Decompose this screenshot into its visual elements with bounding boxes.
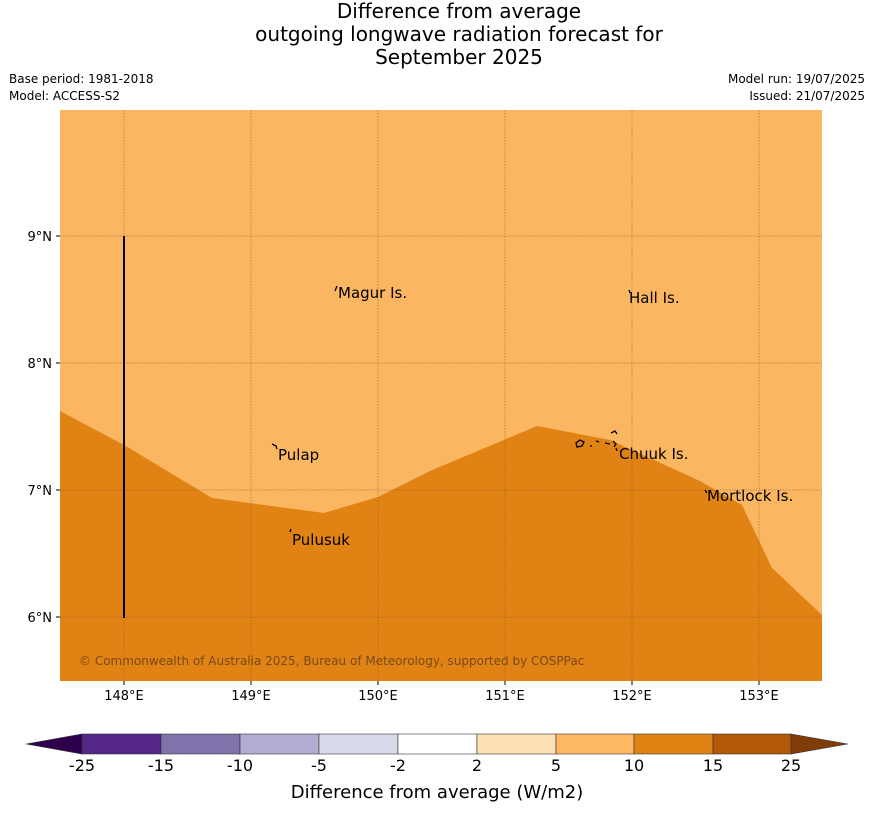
title-line-1: Difference from average <box>336 0 582 23</box>
island-pulap <box>271 443 278 450</box>
colorbar-tick-8: 10 <box>624 756 644 775</box>
info-left: Base period: 1981-2018 Model: ACCESS-S2 <box>9 71 154 105</box>
copyright-notice: © Commonwealth of Australia 2025, Bureau… <box>79 654 584 668</box>
island-outlines <box>271 285 708 533</box>
model-name: Model: ACCESS-S2 <box>9 89 121 103</box>
info-right: Model run: 19/07/2025 Issued: 21/07/2025 <box>728 71 865 105</box>
colorbar-tick-7: 5 <box>551 756 561 775</box>
lon-label-150: 150°E <box>358 689 398 704</box>
colorbar-swatch-1 <box>81 733 162 755</box>
base-period: Base period: 1981-2018 <box>9 72 154 86</box>
label-mortlock: Mortlock Is. <box>707 487 793 505</box>
island-magur <box>334 285 338 292</box>
map-panel: Magur Is. Hall Is. Pulap Chuuk Is. Mortl… <box>60 110 822 681</box>
axis-ticks <box>56 235 760 685</box>
label-hall: Hall Is. <box>629 289 680 307</box>
colorbar-swatch-9 <box>712 733 792 755</box>
colorbar <box>25 733 849 755</box>
colorbar-swatch-4 <box>318 733 399 755</box>
colorbar-tick-2: -15 <box>148 756 174 775</box>
colorbar-tick-10: 25 <box>781 756 801 775</box>
colorbar-tick-3: -10 <box>227 756 253 775</box>
lon-label-149: 149°E <box>231 689 271 704</box>
issued-date: Issued: 21/07/2025 <box>749 89 865 103</box>
lon-label-148: 148°E <box>104 689 144 704</box>
colorbar-extend-high <box>790 733 849 755</box>
title-line-2: outgoing longwave radiation forecast for <box>255 22 663 46</box>
colorbar-swatch-2 <box>160 733 241 755</box>
colorbar-tick-1: -25 <box>69 756 95 775</box>
colorbar-swatch-5 <box>397 733 478 755</box>
colorbar-swatch-7 <box>555 733 635 755</box>
label-chuuk: Chuuk Is. <box>619 445 688 463</box>
lon-label-151: 151°E <box>485 689 525 704</box>
region-lower <box>60 411 822 681</box>
colorbar-swatch-3 <box>239 733 320 755</box>
colorbar-tick-4: -5 <box>311 756 327 775</box>
map-title: Difference from average outgoing longwav… <box>0 0 873 69</box>
lat-label-8: 8°N <box>28 357 53 372</box>
colorbar-swatch-8 <box>633 733 714 755</box>
title-line-3: September 2025 <box>375 45 543 69</box>
label-pulusuk: Pulusuk <box>292 531 350 549</box>
lat-label-9: 9°N <box>28 230 53 245</box>
colorbar-extend-low <box>25 733 83 755</box>
label-pulap: Pulap <box>278 446 319 464</box>
colorbar-tick-9: 15 <box>703 756 723 775</box>
colorbar-tick-6: 2 <box>472 756 482 775</box>
colorbar-label: Difference from average (W/m2) <box>291 782 583 803</box>
colorbar-swatch-6 <box>476 733 557 755</box>
lat-label-7: 7°N <box>28 484 53 499</box>
island-pulusuk <box>289 528 292 533</box>
island-hall <box>628 289 631 294</box>
lat-label-6: 6°N <box>28 611 53 626</box>
colorbar-tick-5: -2 <box>390 756 406 775</box>
lon-label-152: 152°E <box>612 689 652 704</box>
label-magur: Magur Is. <box>338 284 407 302</box>
lon-label-153: 153°E <box>739 689 779 704</box>
island-mortlock <box>704 489 708 494</box>
model-run: Model run: 19/07/2025 <box>727 72 865 86</box>
island-chuuk <box>575 430 618 452</box>
